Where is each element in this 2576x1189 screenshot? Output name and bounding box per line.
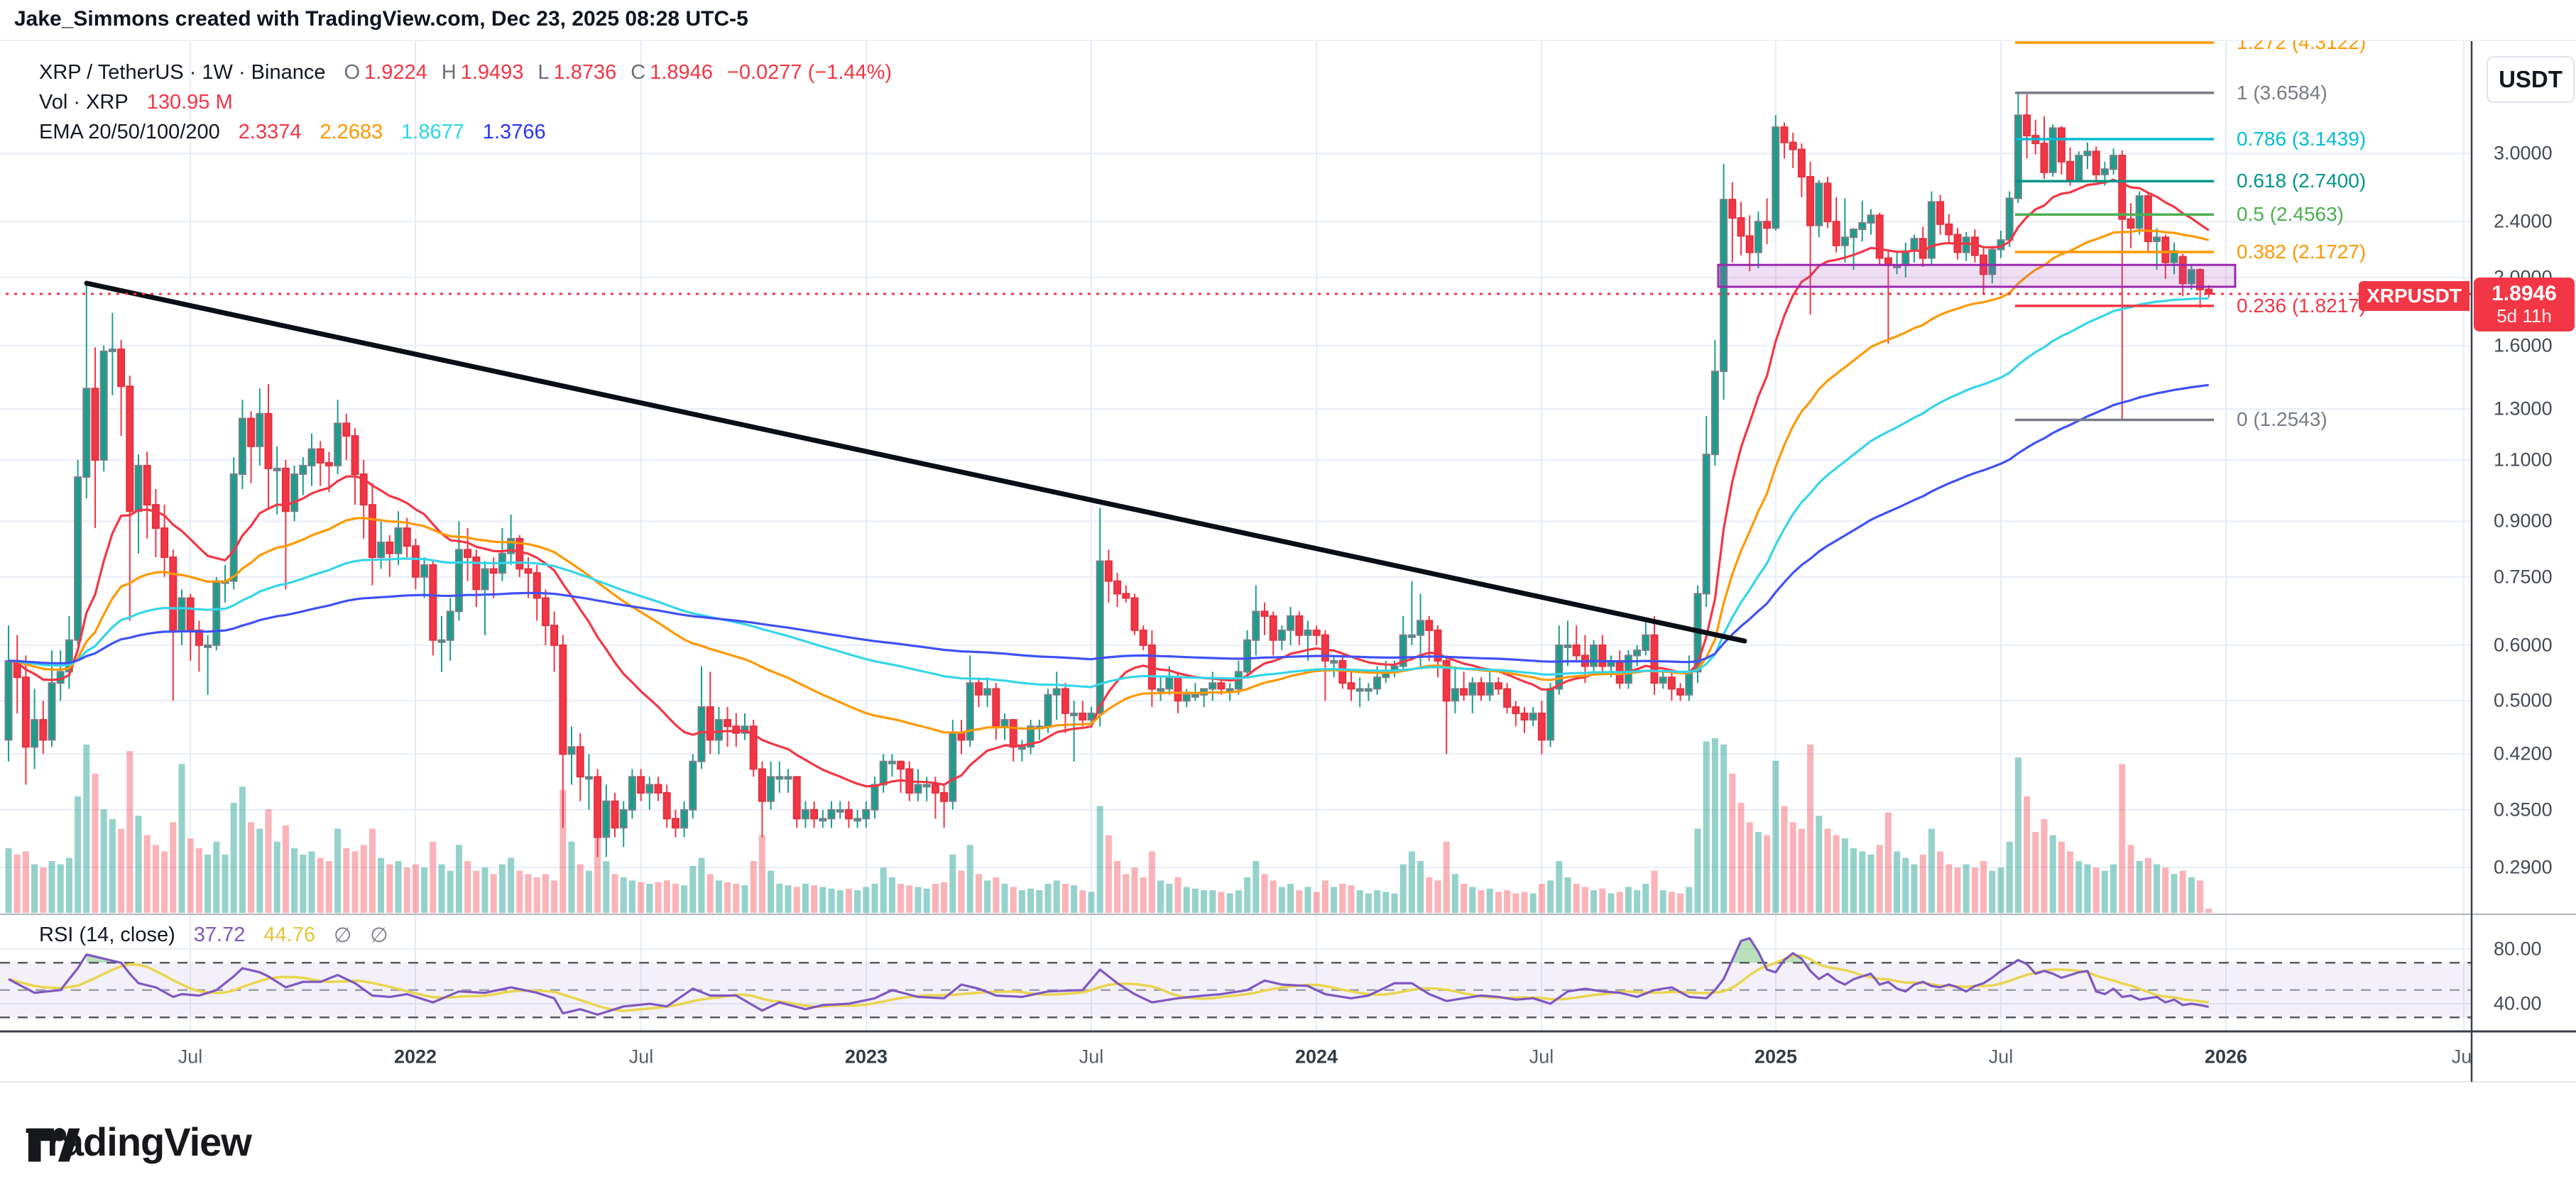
rsi-tick: 80.00 bbox=[2494, 938, 2542, 960]
high-label: H bbox=[441, 61, 457, 84]
time-tick: 2022 bbox=[393, 1046, 437, 1068]
price-tick: 0.9000 bbox=[2494, 510, 2553, 532]
ema-title[interactable]: EMA 20/50/100/200 bbox=[39, 121, 220, 143]
price-tick: 0.3500 bbox=[2494, 799, 2553, 821]
time-tick: 2025 bbox=[1754, 1046, 1798, 1068]
time-tick: Jul bbox=[1529, 1046, 1554, 1068]
ema-legend-row: EMA 20/50/100/200 2.3374 2.2683 1.8677 1… bbox=[39, 121, 546, 144]
price-tick: 0.4200 bbox=[2494, 743, 2553, 765]
last-price-value: 1.8946 bbox=[2492, 281, 2557, 305]
price-tick: 0.6000 bbox=[2494, 634, 2553, 656]
rsi-ma-value: 44.76 bbox=[263, 924, 315, 946]
bar-countdown: 5d 11h bbox=[2496, 305, 2552, 327]
change-value: −0.0277 (−1.44%) bbox=[726, 61, 893, 84]
time-axis[interactable]: Jul 2022 Jul 2023 Jul 2024 Jul 2025 Jul 2026 Jul bbox=[0, 1031, 2472, 1081]
time-tick: Jul bbox=[1988, 1046, 2014, 1068]
time-tick: Jul bbox=[2451, 1046, 2472, 1068]
price-tick: 0.7500 bbox=[2494, 566, 2553, 588]
high-value: 1.9493 bbox=[460, 61, 524, 84]
rsi-empty-icon: ∅ bbox=[370, 924, 388, 947]
volume-title[interactable]: Vol · XRP bbox=[39, 91, 129, 114]
rsi-title[interactable]: RSI (14, close) bbox=[39, 924, 175, 946]
low-label: L bbox=[537, 61, 550, 84]
ema100-value: 1.8677 bbox=[401, 121, 464, 143]
price-tick: 2.4000 bbox=[2494, 210, 2553, 232]
currency-toggle-button[interactable]: USDT bbox=[2487, 56, 2575, 103]
price-tick: 0.5000 bbox=[2494, 689, 2553, 711]
volume-value: 130.95 M bbox=[146, 91, 233, 114]
rsi-value: 37.72 bbox=[193, 924, 246, 946]
low-value: 1.8736 bbox=[553, 61, 617, 84]
open-label: O bbox=[344, 61, 361, 84]
last-price-badge: 1.8946 5d 11h bbox=[2474, 278, 2575, 332]
price-tick: 1.6000 bbox=[2494, 334, 2553, 356]
ema200-value: 1.3766 bbox=[482, 121, 546, 143]
volume-legend-row: Vol · XRP 130.95 M bbox=[39, 91, 233, 114]
time-tick: 2023 bbox=[844, 1046, 888, 1068]
ema50-value: 2.2683 bbox=[320, 121, 383, 143]
time-tick: Jul bbox=[178, 1046, 203, 1068]
price-tick: 0.2900 bbox=[2494, 856, 2553, 878]
price-tick: 1.3000 bbox=[2494, 398, 2553, 420]
ohlc-values: O 1.9224 H 1.9493 L 1.8736 C 1.8946 −0.0277 … bbox=[344, 61, 892, 84]
ema20-value: 2.3374 bbox=[238, 121, 302, 143]
rsi-legend-row: RSI (14, close) 37.72 44.76 ∅ ∅ bbox=[39, 923, 388, 948]
open-value: 1.9224 bbox=[364, 61, 427, 84]
time-tick: Jul bbox=[1079, 1046, 1104, 1068]
tradingview-logo[interactable]: TradingView bbox=[26, 1119, 252, 1165]
rsi-empty-icon: ∅ bbox=[333, 924, 352, 947]
time-tick: 2026 bbox=[2204, 1046, 2248, 1068]
attribution: Jake_Simmons created with TradingView.co… bbox=[14, 7, 748, 31]
symbol-price-label: XRPUSDT bbox=[2359, 281, 2469, 311]
time-tick: Jul bbox=[628, 1046, 654, 1068]
symbol-title[interactable]: XRP / TetherUS · 1W · Binance bbox=[39, 61, 326, 84]
close-label: C bbox=[631, 61, 646, 84]
close-value: 1.8946 bbox=[650, 61, 713, 84]
price-tick: 1.1000 bbox=[2494, 449, 2553, 471]
tradingview-logo-icon bbox=[28, 1128, 80, 1162]
price-tick: 3.0000 bbox=[2494, 142, 2553, 164]
rsi-tick: 40.00 bbox=[2494, 992, 2542, 1014]
time-tick: 2024 bbox=[1294, 1046, 1338, 1068]
